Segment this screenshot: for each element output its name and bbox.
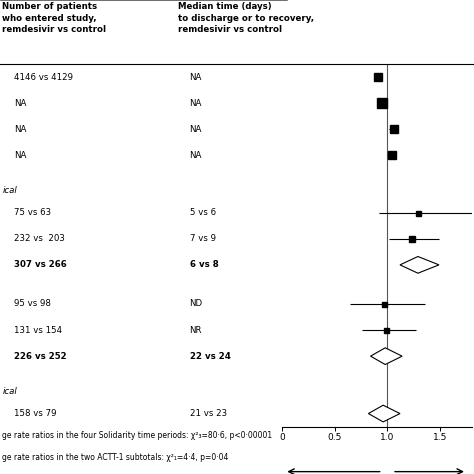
Text: NA: NA <box>14 99 27 108</box>
Text: 21 vs 23: 21 vs 23 <box>190 409 227 418</box>
Text: 131 vs 154: 131 vs 154 <box>14 326 63 335</box>
Text: 226 vs 252: 226 vs 252 <box>14 352 67 361</box>
Polygon shape <box>371 348 402 365</box>
Polygon shape <box>400 256 439 273</box>
Text: 232 vs  203: 232 vs 203 <box>14 234 65 243</box>
Text: ND: ND <box>190 300 203 309</box>
Text: ical: ical <box>2 186 17 195</box>
Text: 7 vs 9: 7 vs 9 <box>190 234 216 243</box>
Text: NR: NR <box>190 326 202 335</box>
Text: 307 vs 266: 307 vs 266 <box>14 260 67 269</box>
Text: ge rate ratios in the four Solidarity time periods: χ²₃=80·6, p<0·00001: ge rate ratios in the four Solidarity ti… <box>2 431 273 440</box>
Text: NA: NA <box>190 125 202 134</box>
Text: 4146 vs 4129: 4146 vs 4129 <box>14 73 73 82</box>
Text: 75 vs 63: 75 vs 63 <box>14 208 51 217</box>
Text: Median time (days)
to discharge or to recovery,
remdesivir vs control: Median time (days) to discharge or to re… <box>178 2 314 34</box>
Text: NA: NA <box>14 151 27 160</box>
Text: NA: NA <box>190 99 202 108</box>
Text: 22 vs 24: 22 vs 24 <box>190 352 230 361</box>
Text: Number of patients
who entered study,
remdesivir vs control: Number of patients who entered study, re… <box>2 2 106 34</box>
Polygon shape <box>368 405 400 422</box>
Text: NA: NA <box>190 151 202 160</box>
Text: 158 vs 79: 158 vs 79 <box>14 409 57 418</box>
Text: NA: NA <box>190 73 202 82</box>
Text: NA: NA <box>14 125 27 134</box>
Text: ical: ical <box>2 387 17 396</box>
Text: ge rate ratios in the two ACTT-1 subtotals: χ²₁=4·4, p=0·04: ge rate ratios in the two ACTT-1 subtota… <box>2 453 229 462</box>
Text: 6 vs 8: 6 vs 8 <box>190 260 219 269</box>
Text: 5 vs 6: 5 vs 6 <box>190 208 216 217</box>
Text: 95 vs 98: 95 vs 98 <box>14 300 51 309</box>
